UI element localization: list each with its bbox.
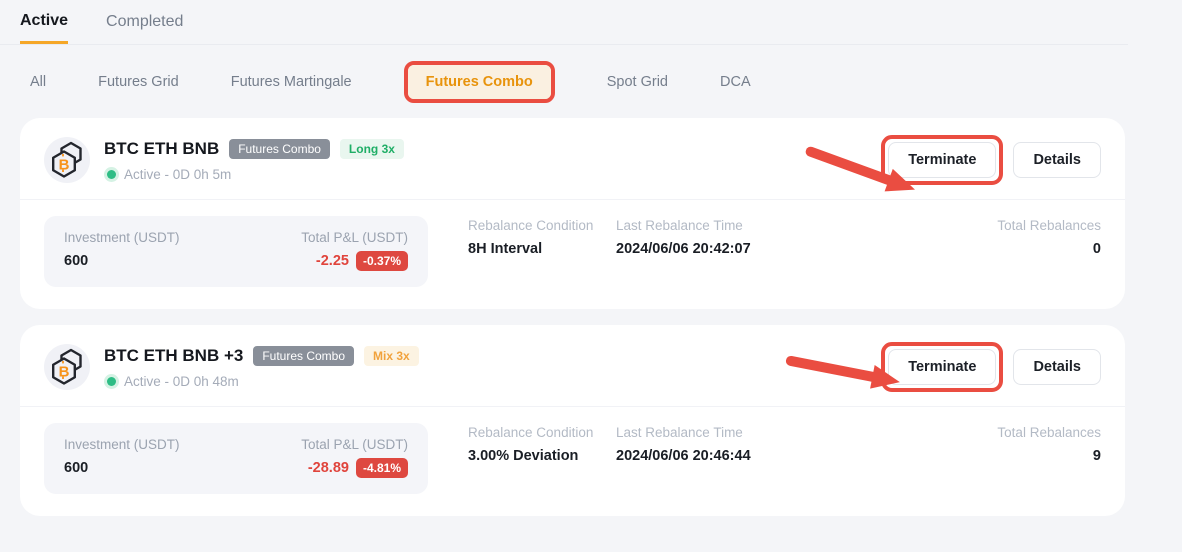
bot-leverage-badge: Long 3x (339, 138, 404, 159)
active-status-dot-icon (107, 169, 116, 179)
bot-type-badge: Futures Combo (253, 345, 355, 366)
annotation-box-futures-combo: Futures Combo (403, 60, 555, 103)
bot-card-header: B BTC ETH BNB +3 Futures Combo Mix 3x Ac… (20, 325, 1125, 406)
active-status-dot-icon (107, 376, 116, 386)
bot-status-text: Active - 0D 0h 48m (124, 373, 239, 389)
bot-name: BTC ETH BNB (104, 138, 220, 158)
investment-pnl-box: Investment (USDT) 600 Total P&L (USDT) -… (44, 216, 428, 287)
tab-completed[interactable]: Completed (106, 13, 184, 30)
details-button[interactable]: Details (1013, 349, 1101, 385)
rebalance-condition-stat: Rebalance Condition 8H Interval (468, 218, 616, 257)
investment-stat: Investment (USDT) 600 (64, 230, 180, 269)
terminate-button[interactable]: Terminate (888, 142, 997, 178)
annotation-box-terminate: Terminate (881, 135, 1004, 185)
bot-stats: Investment (USDT) 600 Total P&L (USDT) -… (20, 407, 1125, 516)
annotation-arrow-icon (805, 146, 916, 192)
card-divider (20, 199, 1125, 200)
total-rebalances-value: 0 (1092, 241, 1101, 257)
total-rebalances-stat: Total Rebalances 9 (961, 425, 1101, 464)
pnl-value: -28.89 (307, 460, 349, 476)
filter-futures-combo[interactable]: Futures Combo (407, 64, 551, 99)
svg-text:B: B (59, 364, 70, 381)
filter-spot-grid[interactable]: Spot Grid (606, 73, 668, 90)
bot-leverage-badge: Mix 3x (364, 345, 419, 366)
bitcoin-hexagon-icon: B (44, 137, 90, 183)
rebalance-condition-value: 3.00% Deviation (468, 448, 579, 464)
last-rebalance-value: 2024/06/06 20:46:44 (616, 448, 751, 464)
pnl-percent-badge: -4.81% (355, 458, 408, 478)
total-rebalances-value: 9 (1092, 448, 1101, 464)
bot-status-text: Active - 0D 0h 5m (124, 166, 232, 182)
annotation-arrow-icon (785, 355, 900, 389)
rebalance-condition-value: 8H Interval (468, 241, 543, 257)
last-rebalance-stat: Last Rebalance Time 2024/06/06 20:46:44 (616, 425, 961, 464)
investment-value: 600 (64, 253, 89, 269)
terminate-button[interactable]: Terminate (888, 349, 997, 385)
last-rebalance-value: 2024/06/06 20:42:07 (616, 241, 751, 257)
filter-dca[interactable]: DCA (720, 73, 751, 90)
bot-actions: Terminate Details (881, 342, 1101, 392)
card-divider (20, 406, 1125, 407)
rebalance-condition-stat: Rebalance Condition 3.00% Deviation (468, 425, 616, 464)
pnl-stat: Total P&L (USDT) -2.25 -0.37% (301, 230, 408, 271)
bot-type-filters: All Futures Grid Futures Martingale Futu… (0, 45, 1182, 118)
filter-all[interactable]: All (30, 73, 47, 90)
bot-card-header: B BTC ETH BNB Futures Combo Long 3x Acti… (20, 118, 1125, 199)
pnl-value: -2.25 (315, 253, 349, 269)
filter-futures-martingale[interactable]: Futures Martingale (230, 73, 352, 90)
bot-name: BTC ETH BNB +3 (104, 345, 244, 365)
status-tabs: Active Completed (0, 0, 1128, 45)
bot-meta: BTC ETH BNB Futures Combo Long 3x Active… (104, 138, 404, 182)
pnl-percent-badge: -0.37% (355, 251, 408, 271)
bot-meta: BTC ETH BNB +3 Futures Combo Mix 3x Acti… (104, 345, 419, 389)
tab-active[interactable]: Active (20, 0, 69, 44)
svg-text:B: B (59, 157, 70, 174)
annotation-box-terminate: Terminate (881, 342, 1004, 392)
investment-value: 600 (64, 460, 89, 476)
filter-futures-grid[interactable]: Futures Grid (98, 73, 179, 90)
bot-type-badge: Futures Combo (229, 138, 330, 159)
details-button[interactable]: Details (1013, 142, 1101, 178)
pnl-stat: Total P&L (USDT) -28.89 -4.81% (301, 437, 408, 478)
investment-pnl-box: Investment (USDT) 600 Total P&L (USDT) -… (44, 423, 428, 494)
bot-card-btc-eth-bnb: B BTC ETH BNB Futures Combo Long 3x Acti… (20, 118, 1125, 309)
investment-stat: Investment (USDT) 600 (64, 437, 180, 476)
bot-actions: Terminate Details (881, 135, 1101, 185)
last-rebalance-stat: Last Rebalance Time 2024/06/06 20:42:07 (616, 218, 961, 257)
bot-card-btc-eth-bnb-plus3: B BTC ETH BNB +3 Futures Combo Mix 3x Ac… (20, 325, 1125, 516)
total-rebalances-stat: Total Rebalances 0 (961, 218, 1101, 257)
bitcoin-hexagon-icon: B (44, 344, 90, 390)
bot-stats: Investment (USDT) 600 Total P&L (USDT) -… (20, 200, 1125, 309)
